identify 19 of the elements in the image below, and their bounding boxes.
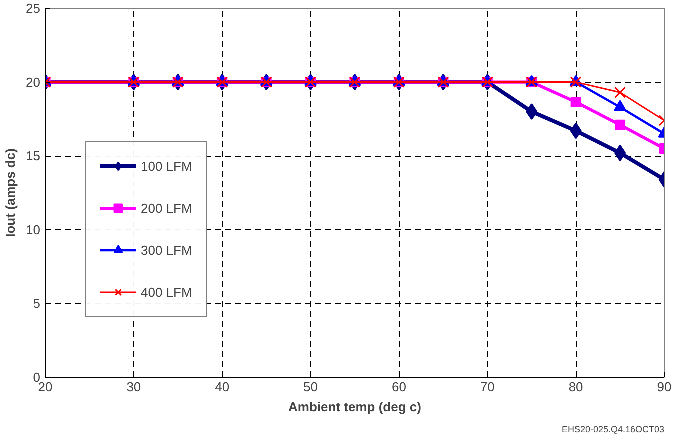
x-axis-title: Ambient temp (deg c) (288, 400, 422, 414)
y-tick-label: 10 (26, 222, 41, 238)
legend-label: 300 LFM (141, 242, 192, 258)
x-tick-label: 40 (215, 380, 230, 394)
x-tick-label: 80 (568, 380, 584, 394)
x-tick-label: 60 (392, 380, 406, 394)
x-tick-label: 50 (304, 380, 318, 394)
x-tick-label: 90 (657, 380, 672, 394)
legend-label: 100 LFM (141, 158, 192, 174)
legend-label: 400 LFM (141, 284, 192, 300)
y-tick-label: 20 (26, 74, 41, 90)
y-axis-title: Iout (amps dc) (3, 148, 18, 238)
y-tick-label: 5 (33, 296, 41, 312)
x-tick-label: 30 (126, 380, 142, 394)
text: EHS20-025.Q4.16OCT03 (562, 424, 665, 434)
x-tick-label: 70 (480, 380, 495, 394)
y-tick-label: 25 (26, 1, 41, 16)
legend-label: 200 LFM (141, 200, 192, 216)
y-tick-label: 15 (26, 148, 41, 164)
